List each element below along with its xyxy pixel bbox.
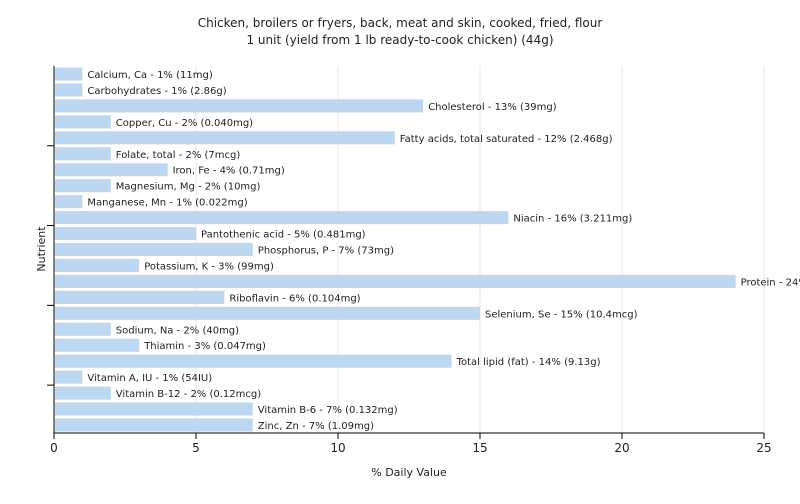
bar <box>55 386 111 400</box>
bar-labels-group: Calcium, Ca - 1% (11mg) Carbohydrates - 1… <box>87 70 800 432</box>
bar-label: Selenium, Se - 15% (10.4mcg) <box>485 309 638 320</box>
bar-label: Riboflavin - 6% (0.104mg) <box>229 293 360 304</box>
bar <box>55 227 196 241</box>
bar <box>55 195 83 209</box>
bar-label: Calcium, Ca - 1% (11mg) <box>87 70 212 81</box>
bar <box>55 274 736 288</box>
bars-group <box>55 67 736 432</box>
bar <box>55 67 83 81</box>
bar <box>55 179 111 193</box>
y-axis-label: Nutrient <box>35 226 48 272</box>
x-tick-label: 5 <box>192 441 200 455</box>
bar-label: Fatty acids, total saturated - 12% (2.46… <box>400 134 613 145</box>
bar <box>55 131 395 145</box>
bar-label: Manganese, Mn - 1% (0.022mg) <box>87 198 247 209</box>
bar-label: Phosphorus, P - 7% (73mg) <box>258 246 394 257</box>
bar <box>55 147 111 161</box>
x-tick-label: 15 <box>472 441 487 455</box>
bar <box>55 418 253 432</box>
x-axis-label: % Daily Value <box>371 466 447 479</box>
bar-label: Potassium, K - 3% (99mg) <box>144 261 274 272</box>
bar <box>55 211 509 225</box>
bar-label: Cholesterol - 13% (39mg) <box>428 102 557 113</box>
axes-group: 0 5 10 15 20 25 <box>47 66 772 455</box>
bar <box>55 115 111 129</box>
bar-label: Niacin - 16% (3.211mg) <box>513 214 632 225</box>
bar-label: Pantothenic acid - 5% (0.481mg) <box>201 230 366 241</box>
x-tick-label: 25 <box>756 441 771 455</box>
bar <box>55 306 480 320</box>
bar-label: Vitamin B-12 - 2% (0.12mcg) <box>116 389 261 400</box>
bar-label: Folate, total - 2% (7mcg) <box>116 150 241 161</box>
bar <box>55 402 253 416</box>
bar <box>55 370 83 384</box>
bar <box>55 354 452 368</box>
bar-label: Sodium, Na - 2% (40mg) <box>116 325 239 336</box>
bar-label: Copper, Cu - 2% (0.040mg) <box>116 118 253 129</box>
bar-label: Iron, Fe - 4% (0.71mg) <box>173 166 285 177</box>
bar <box>55 83 83 97</box>
bar <box>55 338 140 352</box>
bar-label: Thiamin - 3% (0.047mg) <box>143 341 266 352</box>
bar-label: Total lipid (fat) - 14% (9.13g) <box>456 357 601 368</box>
grid-lines <box>195 66 765 433</box>
x-tick-label: 0 <box>50 441 58 455</box>
chart-subtitle: 1 unit (yield from 1 lb ready-to-cook ch… <box>246 33 553 47</box>
bar <box>55 258 140 272</box>
bar <box>55 290 225 304</box>
chart-title: Chicken, broilers or fryers, back, meat … <box>198 16 603 30</box>
bar <box>55 322 111 336</box>
bar <box>55 163 168 177</box>
x-tick-label: 20 <box>614 441 629 455</box>
x-tick-label: 10 <box>330 441 345 455</box>
bar-label: Vitamin B-6 - 7% (0.132mg) <box>258 405 398 416</box>
bar <box>55 99 424 113</box>
bar-label: Magnesium, Mg - 2% (10mg) <box>116 182 261 193</box>
bar-label: Protein - 24% (12.23g) <box>741 277 800 288</box>
bar <box>55 242 253 257</box>
bar-label: Vitamin A, IU - 1% (54IU) <box>87 373 212 384</box>
bar-label: Zinc, Zn - 7% (1.09mg) <box>258 421 374 432</box>
bar-label: Carbohydrates - 1% (2.86g) <box>87 86 226 97</box>
